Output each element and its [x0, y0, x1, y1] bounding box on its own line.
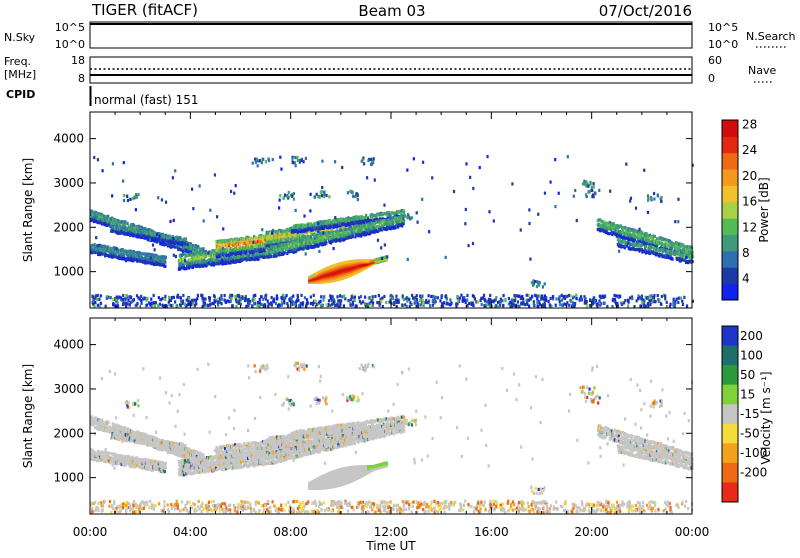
- colorbar-segment: [722, 443, 738, 463]
- velocity-colorbar-label: Velocity [m s⁻¹]: [759, 371, 773, 464]
- colorbar-segment: [722, 169, 738, 186]
- colorbar-segment: [722, 284, 738, 301]
- x-tick-label: 00:00: [73, 525, 108, 539]
- colorbar-tick-label: 4: [742, 272, 750, 286]
- nsky-frame: [90, 22, 692, 48]
- colorbar-tick-label: -50: [740, 427, 760, 441]
- nave-label: Nave: [748, 64, 776, 77]
- y-tick-label: 4000: [53, 338, 84, 352]
- colorbar-segment: [722, 365, 738, 385]
- colorbar-tick-label: -15: [740, 407, 760, 421]
- colorbar-segment: [722, 251, 738, 268]
- nsky-tick-bottom: 10^0: [55, 38, 85, 51]
- colorbar-segment: [722, 385, 738, 405]
- y-tick-label: 1000: [53, 471, 84, 485]
- colorbar-tick-label: 28: [742, 117, 757, 131]
- colorbar-segment: [722, 463, 738, 483]
- colorbar-segment: [722, 326, 738, 346]
- colorbar-segment: [722, 120, 738, 137]
- velocity-x-ticks: [90, 318, 692, 514]
- power-y-axis-label: Slant Range [km]: [21, 158, 35, 262]
- colorbar-segment: [722, 185, 738, 202]
- nsky-label: N.Sky: [4, 31, 36, 44]
- freq-tick-bottom: 8: [78, 72, 85, 85]
- x-tick-label: 04:00: [173, 525, 208, 539]
- colorbar-tick-label: 50: [740, 368, 755, 382]
- y-tick-label: 3000: [53, 176, 84, 190]
- freq-strip: Freq. [MHz] 18 8 60 0 Nave: [4, 54, 776, 85]
- colorbar-tick-label: 20: [742, 169, 757, 183]
- freq-tick-top: 18: [71, 54, 85, 67]
- colorbar-tick-label: 24: [742, 143, 757, 157]
- power-colorbar-label: Power [dB]: [757, 177, 771, 242]
- colorbar-tick-label: 100: [740, 348, 763, 362]
- colorbar-segment: [722, 202, 738, 219]
- colorbar-tick-label: -200: [740, 466, 767, 480]
- power-scatter-layer: [90, 155, 694, 308]
- y-tick-label: 1000: [53, 265, 84, 279]
- power-colorbar: 4 8 12 16 20 24 28: [722, 117, 757, 300]
- colorbar-segment: [722, 153, 738, 170]
- x-tick-label: 12:00: [374, 525, 409, 539]
- x-tick-label: 08:00: [273, 525, 308, 539]
- freq-frame: [90, 57, 692, 83]
- x-tick-label: 00:00: [675, 525, 710, 539]
- cpid-value: normal (fast) 151: [94, 93, 198, 107]
- y-tick-label: 3000: [53, 382, 84, 396]
- station-title: TIGER (fitACF): [91, 1, 198, 19]
- velocity-panel: 1000 2000 3000 4000 Slant Range [km] 200 100…: [21, 318, 773, 514]
- freq-label-line1: Freq.: [4, 55, 31, 68]
- freq-label-line2: [MHz]: [4, 68, 36, 81]
- colorbar-segment: [722, 482, 738, 502]
- x-tick-label: 16:00: [474, 525, 509, 539]
- colorbar-segment: [722, 346, 738, 366]
- colorbar-tick-label: 12: [742, 220, 757, 234]
- x-tick-labels: 00:00 04:00 08:00 12:00 16:00 20:00 00:00: [73, 525, 710, 539]
- nsky-strip: N.Sky 10^5 10^0 10^5 10^0 N.Search: [4, 21, 796, 51]
- nsky-tick-top: 10^5: [55, 21, 85, 34]
- colorbar-segment: [722, 136, 738, 153]
- power-x-ticks: [90, 112, 692, 308]
- nsearch-tick-bottom: 10^0: [708, 38, 738, 51]
- beam-title: Beam 03: [358, 2, 425, 20]
- velocity-y-axis-label: Slant Range [km]: [21, 364, 35, 468]
- nsearch-tick-top: 10^5: [708, 21, 738, 34]
- colorbar-segment: [722, 267, 738, 284]
- cpid-label: CPID: [6, 88, 35, 101]
- y-tick-label: 2000: [53, 220, 84, 234]
- nave-tick-top: 60: [708, 54, 722, 67]
- colorbar-segment: [722, 404, 738, 424]
- colorbar-tick-label: 200: [740, 329, 763, 343]
- colorbar-segment: [722, 218, 738, 235]
- nave-tick-bottom: 0: [708, 72, 715, 85]
- velocity-plot-frame: [90, 318, 692, 514]
- power-panel: 1000 2000 3000 4000 Slant Range [km] 4 8 12 16…: [21, 112, 771, 308]
- y-tick-label: 4000: [53, 132, 84, 146]
- colorbar-segment: [722, 235, 738, 252]
- velocity-scatter-layer: [90, 362, 694, 515]
- date-title: 07/Oct/2016: [599, 2, 692, 20]
- nsearch-label: N.Search: [746, 30, 796, 43]
- colorbar-tick-label: 15: [740, 387, 755, 401]
- colorbar-segment: [722, 424, 738, 444]
- power-plot-frame: [90, 112, 692, 308]
- colorbar-tick-label: 8: [742, 246, 750, 260]
- x-axis-label: Time UT: [365, 539, 416, 553]
- y-tick-label: 2000: [53, 426, 84, 440]
- colorbar-tick-label: 16: [742, 195, 757, 209]
- x-tick-label: 20:00: [574, 525, 609, 539]
